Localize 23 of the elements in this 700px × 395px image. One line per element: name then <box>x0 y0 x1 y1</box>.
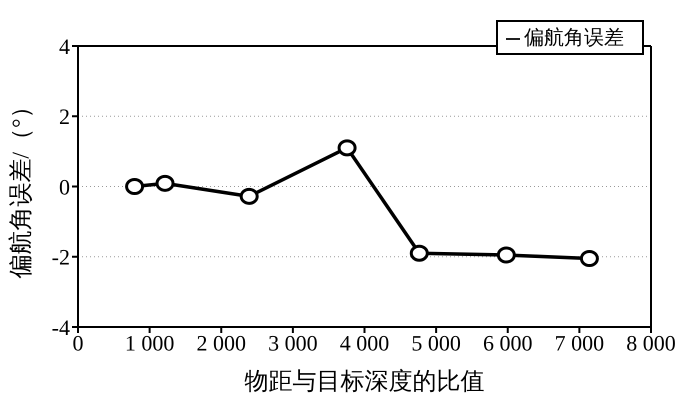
point <box>496 246 516 264</box>
x-tick-label: 4 000 <box>340 330 390 356</box>
x-tick-label: 1 000 <box>124 330 174 356</box>
point <box>338 139 357 156</box>
x-tick-label: 8 000 <box>626 330 676 356</box>
x-tick-label: 7 000 <box>554 330 604 356</box>
x-tick-label: 3 000 <box>268 330 318 356</box>
point <box>156 174 175 192</box>
y-tick-label: 0 <box>59 174 70 200</box>
y-axis-title: 偏航角误差/（°） <box>8 94 35 279</box>
point <box>240 188 259 205</box>
x-axis-title: 物距与目标深度的比值 <box>244 368 484 395</box>
y-tick-label: -4 <box>52 314 70 340</box>
y-tick-label: 4 <box>59 34 70 59</box>
y-tick-label: -2 <box>52 244 70 270</box>
legend-label: 偏航角误差 <box>524 27 624 49</box>
x-tick-label: 6 000 <box>483 330 532 356</box>
point <box>410 244 429 262</box>
point <box>580 250 599 268</box>
y-tick-label: 2 <box>59 104 70 130</box>
x-tick-label: 2 000 <box>196 330 246 356</box>
point <box>125 178 144 195</box>
x-tick-label: 5 000 <box>411 330 461 356</box>
